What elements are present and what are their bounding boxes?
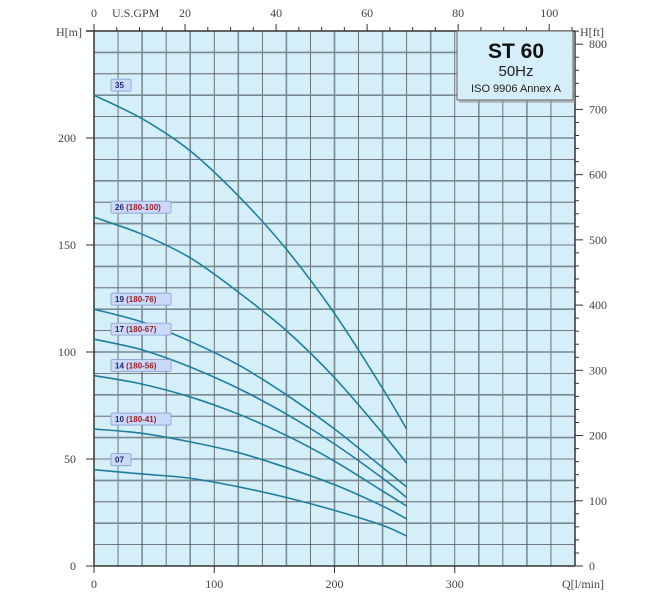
y-tick-label: 50 — [64, 452, 76, 466]
curve-label-box — [110, 322, 172, 336]
curve-label-14: 14 (180-56) — [110, 359, 172, 372]
chart-title: ST 60 — [488, 40, 544, 63]
curve-label-box — [110, 292, 172, 306]
y-tick-label: 200 — [58, 131, 76, 145]
y-tick-label: 150 — [58, 238, 76, 252]
y2-tick-label: 200 — [589, 429, 607, 443]
curve-26 — [93, 216, 408, 464]
grid — [94, 31, 575, 566]
curve-label-text: 14 (180-56) — [115, 362, 157, 371]
y2-tick-label: 500 — [589, 233, 607, 247]
curve-10 — [93, 428, 408, 520]
curve-label-text: 35 — [115, 81, 124, 90]
chart-subtitle: 50Hz — [498, 63, 533, 80]
y2-tick-label: 300 — [589, 363, 607, 377]
x-tick-label: 100 — [205, 577, 223, 591]
y2-axis-label: H[ft] — [580, 25, 604, 39]
curve-label-10: 10 (180-41) — [110, 412, 172, 426]
curve-label-model: (180-76) — [124, 295, 157, 304]
curve-07 — [93, 468, 407, 537]
x-tick-label: 0 — [91, 577, 97, 591]
curve-14 — [93, 374, 408, 507]
curve-label-text: 10 (180-41) — [115, 415, 157, 424]
curve-label-text: 07 — [115, 456, 124, 465]
curve-label-text: 17 (180-67) — [115, 325, 157, 334]
curve-label-07: 07 — [110, 453, 132, 467]
curve-label-text: 19 (180-76) — [115, 295, 157, 304]
y2-tick-label: 700 — [589, 102, 607, 116]
y2-tick-label: 400 — [589, 298, 607, 312]
curve-17 — [93, 338, 408, 499]
y2-tick-label: 600 — [589, 168, 607, 182]
x2-axis-label: U.S.GPM — [112, 6, 160, 20]
curve-label-26: 26 (180-100) — [110, 200, 172, 214]
y-tick-label: 0 — [70, 559, 76, 573]
x-tick-label: 200 — [326, 577, 344, 591]
curve-label-model: (180-41) — [124, 415, 157, 424]
curve-label-19: 19 (180-76) — [110, 292, 172, 306]
y2-tick-label: 800 — [589, 37, 607, 51]
chart-standard: ISO 9906 Annex A — [471, 83, 562, 95]
curve-label-box — [110, 78, 132, 92]
axes: 0 100 200 300 0 50 100 150 200 0 20 40 60 80 100 0 100 20… — [58, 6, 607, 591]
curve-label-text: 26 (180-100) — [115, 203, 161, 212]
x-axis-label: Q[l/min] — [562, 577, 604, 591]
y2-tick-label: 0 — [589, 559, 595, 573]
curve-35 — [93, 94, 408, 430]
x2-tick-label: 20 — [179, 6, 191, 20]
x-tick-label: 300 — [446, 577, 464, 591]
x2-tick-label: 40 — [270, 6, 282, 20]
curve-label-box — [110, 359, 172, 372]
curve-label-box — [110, 412, 172, 426]
x2-tick-label: 60 — [361, 6, 373, 20]
curve-label-model: (180-100) — [124, 203, 161, 212]
x2-tick-label: 0 — [91, 6, 97, 20]
x2-tick-label: 100 — [540, 6, 558, 20]
y-axis-label: H[m] — [56, 25, 82, 39]
curve-labels: 35 26 (180-100) 19 (180-76) 17 (180-67) 14 (… — [110, 78, 172, 467]
x2-tick-label: 80 — [452, 6, 464, 20]
y-tick-label: 100 — [58, 345, 76, 359]
curve-label-model: (180-56) — [124, 362, 157, 371]
curve-label-35: 35 — [110, 78, 132, 92]
title-box: ST 60 50Hz ISO 9906 Annex A — [456, 30, 575, 103]
curve-label-model: (180-67) — [124, 325, 157, 334]
curve-label-17: 17 (180-67) — [110, 322, 172, 336]
curve-label-box — [110, 453, 132, 467]
curve-label-box — [110, 200, 172, 214]
y2-tick-label: 100 — [589, 494, 607, 508]
